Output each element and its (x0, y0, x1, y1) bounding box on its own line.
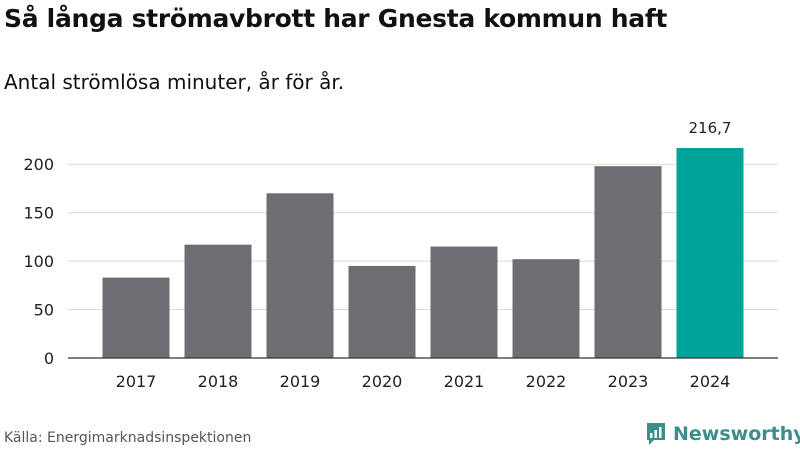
x-tick-label: 2018 (198, 372, 239, 391)
bars (102, 148, 744, 358)
y-tick-label: 50 (34, 301, 54, 320)
chart-subtitle: Antal strömlösa minuter, år för år. (4, 70, 345, 94)
y-tick-label: 150 (23, 204, 54, 223)
x-tick-label: 2020 (362, 372, 403, 391)
bar-chart: 0 50 100 150 200 2017 2018 2019 2020 2021 2022 202… (23, 119, 778, 391)
y-tick-label: 100 (23, 252, 54, 271)
bar-2024 (676, 148, 744, 358)
source-note: Källa: Energimarknadsinspektionen (4, 430, 252, 446)
brand-name: Newsworthy (673, 423, 800, 445)
bar-2020 (348, 265, 416, 358)
chart-title: Så långa strömavbrott har Gnesta kommun … (4, 4, 668, 33)
bar-2017 (102, 277, 170, 358)
gridlines (68, 163, 778, 311)
bar-2018 (184, 244, 252, 358)
y-tick-label: 0 (44, 349, 54, 368)
y-axis-ticks: 0 50 100 150 200 (23, 155, 54, 368)
x-tick-label: 2019 (280, 372, 321, 391)
x-tick-label: 2024 (690, 372, 731, 391)
y-tick-label: 200 (23, 155, 54, 174)
x-axis-ticks: 2017 2018 2019 2020 2021 2022 2023 2024 (116, 372, 731, 391)
x-tick-label: 2023 (608, 372, 649, 391)
bar-2021 (430, 246, 498, 358)
brand-logo: Newsworthy (645, 420, 800, 448)
bar-2023 (594, 166, 662, 358)
x-tick-label: 2022 (526, 372, 567, 391)
x-tick-label: 2021 (444, 372, 485, 391)
bar-2019 (266, 193, 334, 358)
data-label: 216,7 (689, 119, 732, 137)
data-labels: 216,7 (689, 119, 732, 137)
newsworthy-logo-icon (647, 423, 665, 445)
bar-2022 (512, 259, 580, 358)
x-tick-label: 2017 (116, 372, 157, 391)
